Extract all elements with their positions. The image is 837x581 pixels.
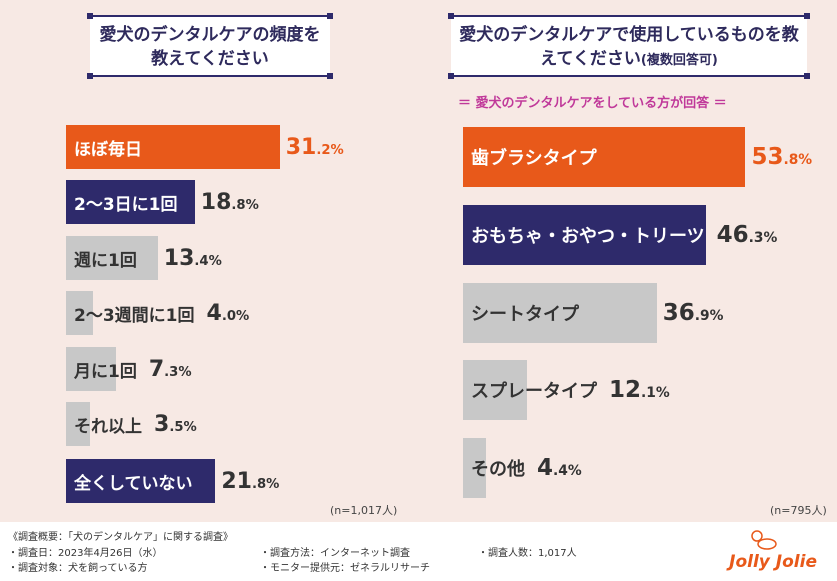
bar-row: 全くしていない 21.8% [66,459,279,503]
bar-box: 全くしていない [66,459,216,503]
title-corner [804,73,810,79]
value-label: 53.8% [751,144,813,170]
footer-date: ・調査日：2023年4月26日（水） [8,548,163,559]
logo-text: Jolly Jolie [729,552,817,572]
left-title-text: 愛犬のデンタルケアの頻度を教えてください [99,25,321,69]
bar-row: シートタイプ 36.9% [463,283,723,343]
category-label: 週に1回 [74,250,137,271]
bar-row: スプレータイプ 12.1% [463,360,670,420]
category-label: それ以上 [74,416,142,437]
category-label: その他 [471,459,525,480]
value-label: 36.9% [662,300,724,326]
footer-count: ・調査人数：1,017人 [478,548,577,559]
bar [66,125,280,169]
bar-box: それ以上 [66,402,148,446]
bar-row: 2〜3週間に1回 4.0% [66,291,249,335]
category-label: 2〜3日に1回 [74,194,178,215]
bar [463,360,527,420]
bar-box: 週に1回 [66,236,158,280]
bar [463,438,487,498]
right-sample-size: (n=795人) [770,504,827,517]
title-corner [327,73,333,79]
left-chart-title: 愛犬のデンタルケアの頻度を教えてください [90,15,330,77]
footer-method: ・調査方法：インターネット調査 [260,548,410,559]
right-title-text: 愛犬のデンタルケアで使用しているものを教えてください [459,25,799,69]
value-label: 4.0% [206,300,250,326]
footer-target: ・調査対象：犬を飼っている方 [8,563,148,574]
footer-provider: ・モニター提供元：ゼネラルリサーチ [260,563,430,574]
bar [66,180,195,224]
bar-box: ほぼ毎日 [66,125,280,169]
value-label: 21.8% [221,468,280,494]
bar-row: 月に1回 7.3% [66,347,192,391]
bar-row: 歯ブラシタイプ 53.8% [463,127,812,187]
bar-box: スプレータイプ [463,360,603,420]
bar [463,127,746,187]
bar [463,283,657,343]
category-label: スプレータイプ [471,381,597,402]
category-label: 歯ブラシタイプ [471,148,597,169]
bar [66,291,94,335]
value-label: 7.3% [148,356,192,382]
bar-row: それ以上 3.5% [66,402,197,446]
bar-box: 2〜3日に1回 [66,180,195,224]
respondent-note: ＝ 愛犬のデンタルケアをしている方が回答 ＝ [458,96,727,111]
value-label: 18.8% [200,189,259,215]
category-label: 月に1回 [74,361,137,382]
bar-row: 週に1回 13.4% [66,236,222,280]
survey-footer: 《調査概要：「犬のデンタルケア」に関する調査》 ・調査日：2023年4月26日（… [0,522,837,581]
bar-box: 2〜3週間に1回 [66,291,201,335]
title-corner [87,73,93,79]
category-label: ほぼ毎日 [74,139,142,160]
title-corner [87,13,93,19]
bar-row: おもちゃ・おやつ・トリーツ 46.3% [463,205,777,265]
value-label: 3.5% [154,411,197,437]
right-chart-title: 愛犬のデンタルケアで使用しているものを教えてください(複数回答可) [451,15,807,77]
value-label: 46.3% [716,222,778,248]
bar [66,402,90,446]
bar-row: ほぼ毎日 31.2% [66,125,344,169]
bar [66,459,216,503]
value-label: 4.4% [537,455,582,481]
bar [463,205,707,265]
bar-box: おもちゃ・おやつ・トリーツ [463,205,711,265]
value-label: 12.1% [609,377,670,403]
category-label: おもちゃ・おやつ・トリーツ [471,226,705,247]
value-label: 31.2% [285,134,344,160]
bar-box: 月に1回 [66,347,143,391]
title-corner [327,13,333,19]
bar-box: 歯ブラシタイプ [463,127,746,187]
title-corner [448,13,454,19]
right-title-sub: (複数回答可) [640,53,718,68]
bar [66,347,116,391]
category-label: 2〜3週間に1回 [74,305,195,326]
category-label: 全くしていない [74,473,193,494]
category-label: シートタイプ [471,304,579,325]
poodle-icon [751,530,777,550]
value-label: 13.4% [163,245,222,271]
bar-row: 2〜3日に1回 18.8% [66,180,259,224]
left-sample-size: (n=1,017人) [330,504,398,517]
footer-heading: 《調査概要：「犬のデンタルケア」に関する調査》 [8,532,233,543]
bar-box: シートタイプ [463,283,657,343]
jolly-jolie-logo: Jolly Jolie [729,530,817,572]
title-corner [448,73,454,79]
title-corner [804,13,810,19]
bar-box: その他 [463,438,531,498]
bar-row: その他 4.4% [463,438,582,498]
bar [66,236,158,280]
